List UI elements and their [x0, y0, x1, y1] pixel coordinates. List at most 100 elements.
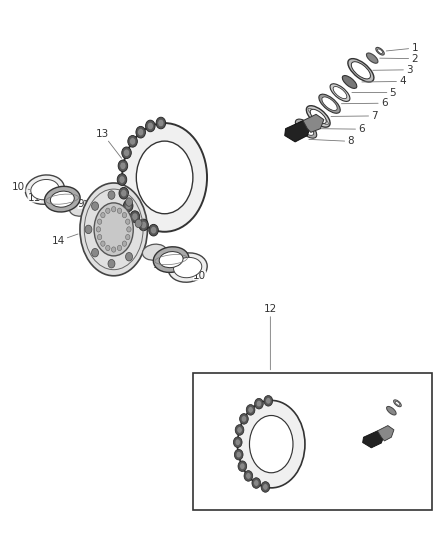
- Ellipse shape: [142, 244, 167, 260]
- Ellipse shape: [45, 187, 80, 212]
- Ellipse shape: [101, 241, 105, 246]
- Ellipse shape: [235, 439, 240, 446]
- Ellipse shape: [319, 94, 340, 113]
- Ellipse shape: [122, 123, 207, 232]
- Text: 5: 5: [352, 87, 396, 98]
- Ellipse shape: [387, 407, 396, 415]
- Polygon shape: [378, 425, 394, 441]
- Ellipse shape: [126, 253, 133, 261]
- Ellipse shape: [254, 480, 259, 486]
- Ellipse shape: [235, 425, 244, 435]
- Ellipse shape: [330, 84, 350, 101]
- Ellipse shape: [333, 86, 347, 99]
- Ellipse shape: [246, 405, 255, 415]
- Ellipse shape: [378, 49, 382, 53]
- Ellipse shape: [122, 213, 127, 218]
- Ellipse shape: [234, 449, 243, 460]
- Text: 14: 14: [51, 234, 78, 246]
- Text: 12: 12: [264, 304, 277, 370]
- Ellipse shape: [85, 225, 92, 233]
- Ellipse shape: [120, 162, 126, 169]
- Ellipse shape: [117, 245, 122, 251]
- Ellipse shape: [122, 241, 127, 246]
- Ellipse shape: [141, 221, 147, 229]
- Ellipse shape: [237, 427, 242, 433]
- Text: 13: 13: [96, 129, 122, 158]
- Ellipse shape: [106, 245, 110, 251]
- Ellipse shape: [252, 478, 261, 488]
- Ellipse shape: [254, 398, 263, 409]
- Text: 6: 6: [319, 124, 365, 134]
- Ellipse shape: [298, 122, 314, 135]
- Text: 8: 8: [309, 136, 354, 147]
- Ellipse shape: [132, 213, 138, 220]
- FancyBboxPatch shape: [193, 373, 432, 511]
- Ellipse shape: [50, 191, 74, 207]
- Text: 11: 11: [153, 260, 166, 270]
- Polygon shape: [303, 114, 324, 132]
- Ellipse shape: [237, 400, 305, 488]
- Polygon shape: [363, 431, 385, 448]
- Ellipse shape: [295, 119, 317, 138]
- Ellipse shape: [80, 183, 148, 276]
- Text: 11: 11: [28, 192, 46, 203]
- Text: 1: 1: [403, 390, 421, 400]
- Text: 2: 2: [380, 54, 418, 63]
- Ellipse shape: [264, 395, 273, 406]
- Ellipse shape: [135, 219, 142, 228]
- Ellipse shape: [136, 126, 145, 138]
- Ellipse shape: [394, 400, 401, 407]
- Text: 2: 2: [396, 399, 417, 409]
- Text: 6: 6: [342, 98, 388, 108]
- Ellipse shape: [136, 141, 193, 214]
- Ellipse shape: [126, 219, 130, 224]
- Ellipse shape: [238, 461, 247, 472]
- Ellipse shape: [117, 174, 127, 185]
- Ellipse shape: [108, 191, 115, 199]
- Ellipse shape: [126, 235, 130, 240]
- Ellipse shape: [367, 53, 378, 63]
- Ellipse shape: [124, 200, 133, 212]
- Ellipse shape: [112, 247, 116, 252]
- Ellipse shape: [246, 473, 251, 479]
- Ellipse shape: [322, 97, 337, 110]
- Ellipse shape: [119, 188, 129, 199]
- Ellipse shape: [263, 484, 268, 490]
- Ellipse shape: [125, 202, 131, 209]
- Ellipse shape: [97, 219, 102, 224]
- Ellipse shape: [25, 175, 64, 204]
- Ellipse shape: [121, 190, 127, 197]
- Ellipse shape: [92, 248, 99, 257]
- Text: 10: 10: [184, 269, 206, 280]
- Ellipse shape: [159, 252, 183, 268]
- Ellipse shape: [112, 207, 116, 212]
- Ellipse shape: [127, 227, 131, 232]
- Ellipse shape: [97, 235, 102, 240]
- Ellipse shape: [343, 76, 357, 88]
- Ellipse shape: [158, 119, 164, 127]
- Ellipse shape: [130, 211, 140, 222]
- Ellipse shape: [173, 257, 202, 278]
- Ellipse shape: [149, 224, 159, 236]
- Ellipse shape: [128, 135, 138, 147]
- Ellipse shape: [244, 471, 253, 481]
- Ellipse shape: [241, 416, 247, 422]
- Ellipse shape: [94, 203, 133, 256]
- Ellipse shape: [348, 59, 374, 82]
- Ellipse shape: [236, 451, 241, 458]
- Ellipse shape: [248, 407, 253, 413]
- Ellipse shape: [96, 227, 101, 232]
- Ellipse shape: [240, 414, 248, 424]
- Ellipse shape: [138, 128, 144, 136]
- Polygon shape: [285, 120, 311, 142]
- Ellipse shape: [233, 437, 242, 448]
- Text: 10: 10: [12, 182, 30, 192]
- Ellipse shape: [31, 180, 59, 200]
- Ellipse shape: [119, 176, 125, 183]
- Ellipse shape: [240, 463, 245, 470]
- Ellipse shape: [151, 227, 157, 234]
- Ellipse shape: [145, 120, 155, 132]
- Ellipse shape: [108, 260, 115, 268]
- Ellipse shape: [310, 109, 326, 124]
- Ellipse shape: [168, 253, 207, 282]
